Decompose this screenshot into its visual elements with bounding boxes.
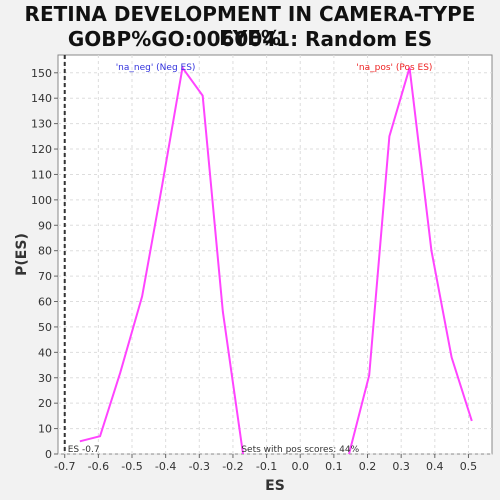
plot-area <box>57 54 493 455</box>
x-tick-label: -0.5 <box>121 460 142 473</box>
y-tick-label: 130 <box>31 118 52 131</box>
y-tick-label: 40 <box>38 346 52 359</box>
x-tick-label: 0.5 <box>460 460 478 473</box>
y-tick-label: 70 <box>38 270 52 283</box>
legend-neg-label: 'na_neg' (Neg ES) <box>116 63 196 73</box>
y-axis-label: P(ES) <box>14 233 30 276</box>
y-tick-label: 90 <box>38 219 52 232</box>
x-tick-label: -0.1 <box>256 460 277 473</box>
x-tick-label: -0.2 <box>222 460 243 473</box>
y-tick-label: 120 <box>31 143 52 156</box>
y-tick-label: 110 <box>31 168 52 181</box>
y-tick-label: 140 <box>31 92 52 105</box>
y-tick-label: 0 <box>45 448 52 461</box>
pos-scores-annotation: Sets with pos scores: 44% <box>241 445 359 455</box>
y-tick-label: 30 <box>38 372 52 385</box>
series-line-pos <box>348 67 473 455</box>
y-tick-label: 50 <box>38 321 52 334</box>
x-axis-label: ES <box>265 478 285 494</box>
x-tick-label: 0.4 <box>426 460 444 473</box>
x-tick-label: 0.2 <box>359 460 377 473</box>
y-tick-label: 150 <box>31 67 52 80</box>
chart-title: RETINA DEVELOPMENT IN CAMERA-TYPE EYE% <box>24 2 476 50</box>
series-line-neg <box>79 65 245 455</box>
x-tick-label: -0.6 <box>88 460 109 473</box>
y-tick-label: 60 <box>38 296 52 309</box>
x-tick-label: -0.3 <box>189 460 210 473</box>
y-tick-label: 20 <box>38 397 52 410</box>
x-tick-label: 0.0 <box>291 460 309 473</box>
x-tick-label: -0.7 <box>54 460 75 473</box>
y-tick-label: 80 <box>38 245 52 258</box>
x-tick-label: -0.4 <box>155 460 176 473</box>
x-tick-label: 0.3 <box>392 460 410 473</box>
legend-pos-label: 'na_pos' (Pos ES) <box>356 63 432 73</box>
x-tick-label: 0.1 <box>325 460 343 473</box>
y-tick-label: 10 <box>38 423 52 436</box>
y-tick-label: 100 <box>31 194 52 207</box>
es-marker-label: ES -0.7 <box>68 445 100 455</box>
